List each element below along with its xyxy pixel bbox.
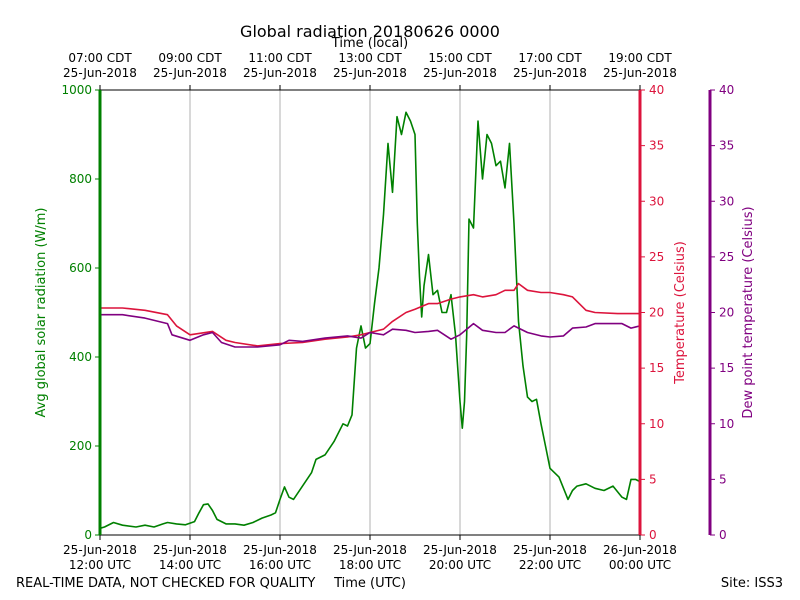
x-top-tick-label-date: 25-Jun-2018 [63, 66, 137, 80]
far-right-axis-label: Dew point temperature (Celsius) [741, 206, 756, 418]
left-tick-label: 800 [69, 172, 92, 186]
x-bottom-tick-label-date: 25-Jun-2018 [63, 543, 137, 557]
x-bottom-tick-label-time: 00:00 UTC [609, 558, 671, 572]
right-tick-label: 30 [649, 194, 664, 208]
far-right-tick-label: 40 [719, 83, 734, 97]
x-bottom-tick-label-time: 22:00 UTC [519, 558, 581, 572]
x-bottom-tick-label-time: 16:00 UTC [249, 558, 311, 572]
x-top-tick-label-time: 07:00 CDT [68, 51, 132, 65]
far-right-tick-label: 10 [719, 417, 734, 431]
right-axis-label: Temperature (Celsius) [673, 241, 688, 385]
x-top-tick-label-date: 25-Jun-2018 [153, 66, 227, 80]
x-top-tick-label-time: 09:00 CDT [158, 51, 222, 65]
grid-lines [189, 90, 551, 535]
far-right-tick-label: 20 [719, 306, 734, 320]
right-tick-label: 15 [649, 361, 664, 375]
right-tick-label: 40 [649, 83, 664, 97]
x-bottom-tick-label-date: 26-Jun-2018 [603, 543, 677, 557]
left-tick-label: 400 [69, 350, 92, 364]
far-right-tick-label: 35 [719, 139, 734, 153]
left-tick-label: 600 [69, 261, 92, 275]
x-axis-bottom-label: Time (UTC) [333, 576, 406, 591]
chart-title: Global radiation 20180626 0000 [240, 22, 500, 41]
right-tick-label: 5 [649, 472, 657, 486]
x-top-tick-label-time: 17:00 CDT [518, 51, 582, 65]
x-top-tick-label-time: 19:00 CDT [608, 51, 672, 65]
x-top-tick-label-date: 25-Jun-2018 [333, 66, 407, 80]
x-bottom-tick-label-time: 18:00 UTC [339, 558, 401, 572]
x-bottom-tick-label-date: 25-Jun-2018 [153, 543, 227, 557]
right-tick-label: 0 [649, 528, 657, 542]
right-tick-label: 20 [649, 306, 664, 320]
x-bottom-tick-label-date: 25-Jun-2018 [243, 543, 317, 557]
far-right-tick-label: 5 [719, 472, 727, 486]
far-right-tick-label: 25 [719, 250, 734, 264]
x-top-tick-label-time: 11:00 CDT [248, 51, 312, 65]
x-top-tick-label-date: 25-Jun-2018 [513, 66, 587, 80]
far-right-tick-label: 15 [719, 361, 734, 375]
x-bottom-tick-label-time: 20:00 UTC [429, 558, 491, 572]
right-tick-label: 10 [649, 417, 664, 431]
far-right-tick-label: 30 [719, 194, 734, 208]
quality-warning: REAL-TIME DATA, NOT CHECKED FOR QUALITY [16, 576, 315, 591]
x-bottom-tick-label-date: 25-Jun-2018 [513, 543, 587, 557]
x-axis-top-label: Time (local) [331, 36, 408, 51]
x-bottom-tick-label-date: 25-Jun-2018 [333, 543, 407, 557]
right-tick-label: 35 [649, 139, 664, 153]
left-tick-label: 1000 [61, 83, 92, 97]
left-axis-label: Avg global solar radiation (W/m) [34, 208, 49, 418]
x-bottom-tick-label-time: 12:00 UTC [69, 558, 131, 572]
x-top-tick-label-date: 25-Jun-2018 [423, 66, 497, 80]
x-top-tick-label-time: 13:00 CDT [338, 51, 402, 65]
series-line-avg-global-solar-radiation [99, 111, 641, 530]
right-tick-label: 25 [649, 250, 664, 264]
left-tick-label: 200 [69, 439, 92, 453]
series-lines [99, 111, 641, 530]
far-right-tick-label: 0 [719, 528, 727, 542]
x-top-tick-label-date: 25-Jun-2018 [603, 66, 677, 80]
x-top-tick-label-time: 15:00 CDT [428, 51, 492, 65]
left-tick-label: 0 [84, 528, 92, 542]
series-line-dew-point-temperature [100, 313, 641, 348]
x-top-tick-label-date: 25-Jun-2018 [243, 66, 317, 80]
x-bottom-tick-label-time: 14:00 UTC [159, 558, 221, 572]
x-bottom-tick-label-date: 25-Jun-2018 [423, 543, 497, 557]
site-label: Site: ISS3 [721, 576, 783, 591]
series-line-temperature [100, 282, 640, 347]
